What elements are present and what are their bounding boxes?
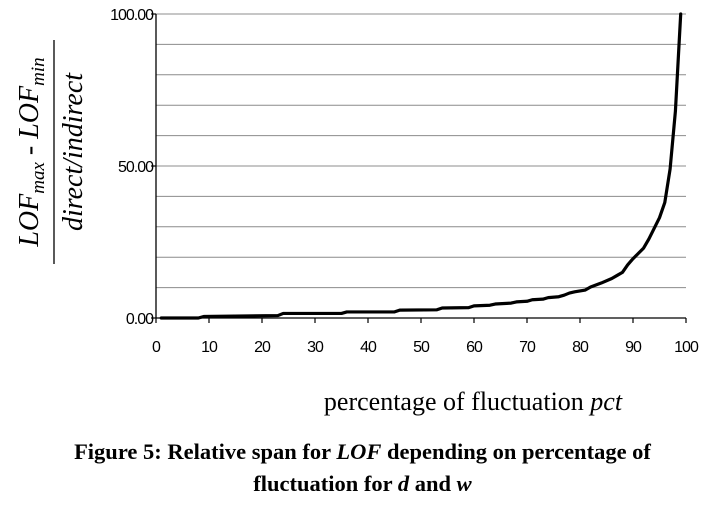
- x-tick-label: 90: [625, 339, 642, 356]
- x-tick-label: 50: [413, 339, 430, 356]
- ticks: [151, 13, 687, 323]
- tick-labels: 0 10 20 30 40 50 60 70 80 90 100 0.00 50.00 100.00: [110, 7, 700, 356]
- grid-lines: [156, 13, 686, 289]
- x-tick-label: 100: [674, 339, 699, 356]
- x-tick-label: 10: [201, 339, 218, 356]
- figure-caption: Figure 5: Relative span for LOF dependin…: [74, 439, 651, 496]
- y-tick-label: 0.00: [126, 311, 154, 328]
- series-line: [159, 12, 683, 320]
- x-tick-label: 40: [360, 339, 377, 356]
- x-tick-label: 70: [519, 339, 536, 356]
- y-label-numerator: LOFmax - LOFmin: [14, 57, 49, 247]
- y-tick-label: 50.00: [118, 159, 154, 176]
- y-tick-label: 100.00: [110, 7, 154, 24]
- x-tick-label: 60: [466, 339, 483, 356]
- x-tick-label: 80: [572, 339, 589, 356]
- x-tick-label: 20: [254, 339, 271, 356]
- y-axis-label: LOFmax - LOFmin direct/indirect: [14, 40, 89, 264]
- y-label-denominator: direct/indirect: [58, 72, 89, 231]
- x-tick-label: 0: [152, 339, 161, 356]
- x-axis-label: percentage of fluctuation pct: [324, 387, 623, 416]
- x-tick-label: 30: [307, 339, 324, 356]
